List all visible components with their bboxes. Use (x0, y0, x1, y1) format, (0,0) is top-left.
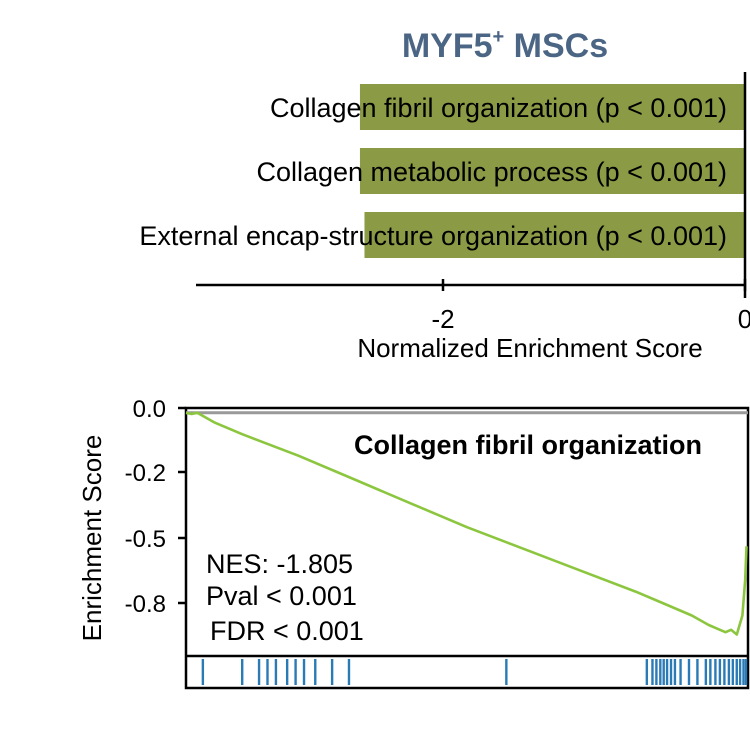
bar-label-0: Collagen fibril organization (p < 0.001) (270, 93, 727, 123)
gsea-y-axis: 0.0 -0.2 -0.5 -0.8 (125, 396, 186, 618)
gsea-title: Collagen fibril organization (354, 430, 702, 460)
bar-x-tick-label-1: 0 (738, 304, 750, 334)
nes-annotation: NES: -1.805 (206, 549, 353, 579)
gene-hit-marks (201, 659, 748, 685)
bar-chart-title-suffix: MSCs (504, 27, 608, 65)
bar-x-axis-label: Normalized Enrichment Score (357, 333, 702, 363)
bar-2 (364, 212, 745, 258)
bars (359, 84, 745, 258)
gsea-panel: 0.0 -0.2 -0.5 -0.8 Enrichment Score Collage… (77, 396, 750, 690)
fdr-annotation: FDR < 0.001 (210, 616, 364, 646)
bar-chart-panel: MYF5+ MSCs Collagen fibril organization … (139, 26, 750, 363)
gsea-y-tick-label-2: -0.5 (125, 526, 166, 553)
bar-x-tick-label-0: -2 (431, 304, 454, 334)
gsea-frame (184, 406, 750, 690)
enrichment-score-curve (185, 411, 748, 636)
bar-x-axis: -2 0 (196, 72, 750, 334)
bar-chart-title: MYF5+ MSCs (402, 26, 608, 65)
bar-label-1: Collagen metabolic process (p < 0.001) (256, 157, 727, 187)
bar-chart-title-sup: + (493, 26, 505, 48)
bar-chart-title-main: MYF5 (402, 27, 493, 65)
bar-1 (359, 148, 745, 194)
bar-labels: Collagen fibril organization (p < 0.001)… (139, 93, 727, 251)
pval-annotation: Pval < 0.001 (206, 581, 357, 611)
bar-0 (359, 84, 745, 130)
bar-label-2: External encap-structure organization (p… (139, 221, 727, 251)
gsea-y-axis-label: Enrichment Score (77, 435, 107, 642)
gsea-y-tick-label-0: 0.0 (133, 396, 166, 423)
gsea-y-tick-label-1: -0.2 (125, 460, 166, 487)
gsea-y-tick-label-3: -0.8 (125, 591, 166, 618)
